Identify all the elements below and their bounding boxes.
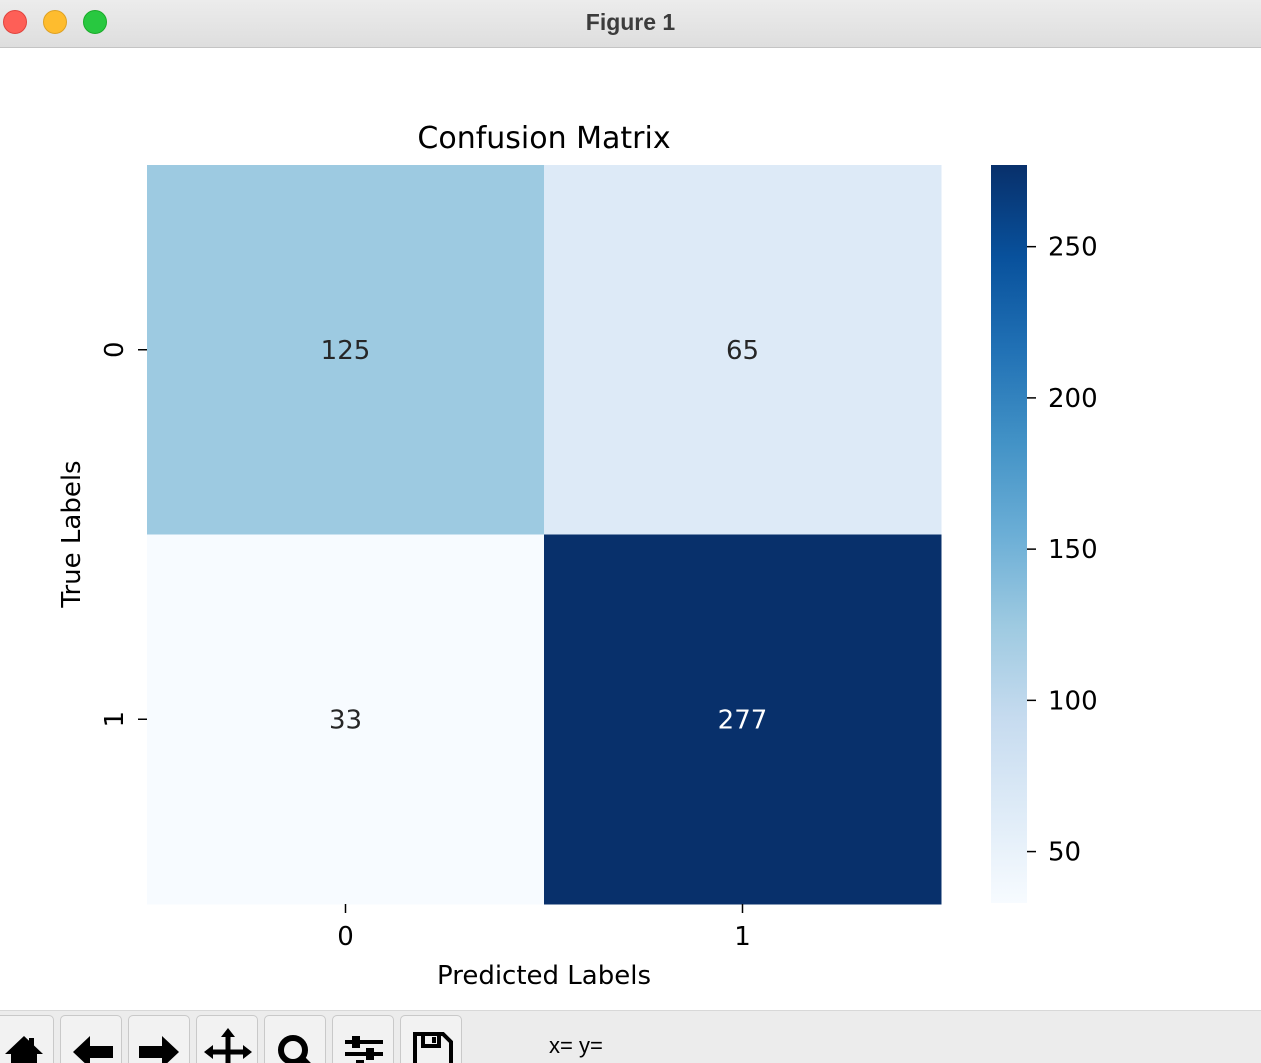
window-title: Figure 1 xyxy=(585,9,676,35)
magnifier-icon xyxy=(278,1035,311,1063)
arrow-left-icon xyxy=(73,1036,113,1063)
zoom-button[interactable] xyxy=(264,1015,326,1063)
arrow-right-icon xyxy=(139,1036,179,1063)
heatmap-cell xyxy=(147,534,545,905)
forward-button[interactable] xyxy=(128,1015,190,1063)
minimize-window-button[interactable] xyxy=(43,10,67,34)
navigation-toolbar: x= y= xyxy=(0,1010,1261,1063)
colorbar xyxy=(991,165,1027,903)
configure-subplots-button[interactable] xyxy=(332,1015,394,1063)
heatmap-cell xyxy=(147,165,545,535)
heatmap-cell xyxy=(544,534,942,905)
pan-button[interactable] xyxy=(196,1015,258,1063)
title-bar[interactable]: Figure 1 xyxy=(0,0,1261,48)
save-figure-button[interactable] xyxy=(400,1015,462,1063)
close-window-button[interactable] xyxy=(3,10,27,34)
cell-annotation: 33 xyxy=(329,705,362,735)
colorbar-tick-label: 150 xyxy=(1048,535,1098,565)
y-tick-label: 0 xyxy=(100,341,130,358)
x-axis-label: Predicted Labels xyxy=(437,961,651,991)
maximize-window-button[interactable] xyxy=(83,10,107,34)
floppy-disk-icon xyxy=(413,1032,453,1063)
home-button[interactable] xyxy=(0,1015,54,1063)
y-axis-label: True Labels xyxy=(57,460,87,608)
y-tick-label: 1 xyxy=(100,711,130,728)
cursor-coordinates: x= y= xyxy=(549,1033,603,1058)
x-tick-label: 0 xyxy=(337,922,354,952)
colorbar-tick-label: 100 xyxy=(1048,686,1098,716)
cell-annotation: 65 xyxy=(726,336,759,366)
figure-canvas[interactable]: Confusion Matrix 125 65 33 277 0 1 0 1 Predict… xyxy=(0,49,1261,1010)
x-tick-label: 1 xyxy=(734,922,751,952)
heatmap-cell xyxy=(544,165,942,535)
move-icon xyxy=(204,1028,252,1063)
sliders-icon xyxy=(345,1036,383,1063)
cell-annotation: 277 xyxy=(718,705,768,735)
colorbar-tick-label: 250 xyxy=(1048,233,1098,263)
cell-annotation: 125 xyxy=(321,336,371,366)
back-button[interactable] xyxy=(60,1015,122,1063)
home-icon xyxy=(5,1036,43,1063)
colorbar-tick-label: 200 xyxy=(1048,384,1098,414)
chart-title: Confusion Matrix xyxy=(417,121,670,156)
colorbar-tick-label: 50 xyxy=(1048,838,1081,868)
